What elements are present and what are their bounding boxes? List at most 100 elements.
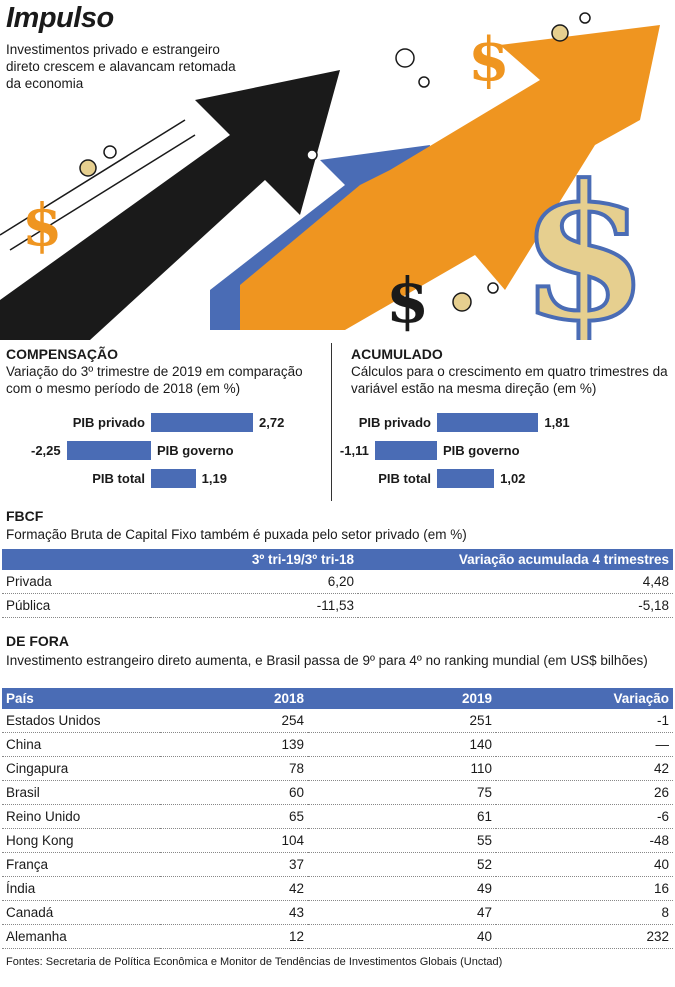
compensacao-subtitle: Variação do 3º trimestre de 2019 em comp… [6, 364, 303, 396]
table-cell: 42 [160, 876, 308, 901]
table-row: Índia 42 49 16 [2, 876, 673, 901]
table-cell: 12 [160, 924, 308, 949]
table-cell: 40 [496, 852, 673, 877]
fbcf-table: 3º tri-19/3º tri-18 Variação acumulada 4… [2, 549, 673, 618]
bar-value-label: -1,11 [339, 443, 369, 458]
dollar-icon: $ [22, 191, 62, 259]
column-header: 3º tri-19/3º tri-18 [150, 549, 358, 570]
table-row: Reino Unido 65 61 -6 [2, 804, 673, 829]
bar-0 [437, 413, 539, 432]
table-cell: 61 [308, 804, 496, 829]
bar-category-label: PIB total [92, 471, 145, 486]
table-cell: China [2, 732, 160, 757]
bar-category-label: PIB governo [443, 443, 520, 458]
coin-icon [551, 24, 569, 42]
table-cell: 37 [160, 852, 308, 877]
table-cell: Privada [2, 570, 150, 594]
table-cell: 60 [160, 780, 308, 805]
coin-icon [306, 149, 318, 161]
table-cell: 4,48 [358, 570, 673, 594]
compensacao-chart: PIB privado 2,72 PIB governo -2,25 PIB total… [0, 405, 330, 500]
table-row: Estados Unidos 254 251 -1 [2, 709, 673, 733]
dollar-icon: $ [386, 264, 429, 337]
table-row: Privada 6,20 4,48 [2, 570, 673, 594]
table-cell: Índia [2, 876, 160, 901]
defora-table: País 2018 2019 Variação Estados Unidos 25… [2, 688, 673, 949]
table-cell: 26 [496, 780, 673, 805]
bar-value-label: 1,19 [201, 471, 227, 486]
bar-value-label: 1,81 [544, 415, 570, 430]
bar-category-label: PIB privado [358, 415, 431, 430]
table-cell: 49 [308, 876, 496, 901]
table-cell: -11,53 [150, 593, 358, 618]
column-header: 2019 [308, 688, 496, 709]
table-row: Canadá 43 47 8 [2, 900, 673, 925]
table-cell: Estados Unidos [2, 709, 160, 733]
section-divider [331, 343, 332, 501]
black-arrow-icon [0, 70, 340, 340]
decor-line [9, 134, 196, 251]
hero-illustration: $ $ $ $ [0, 12, 660, 340]
coin-icon [418, 76, 430, 88]
column-header: Variação [496, 688, 673, 709]
defora-title: DE FORA [6, 633, 69, 649]
coin-icon [395, 48, 415, 68]
table-cell: -5,18 [358, 593, 673, 618]
acumulado-subtitle: Cálculos para o crescimento em quatro tr… [351, 364, 668, 396]
table-cell: Alemanha [2, 924, 160, 949]
table-row: China 139 140— [2, 732, 673, 757]
table-header-row: 3º tri-19/3º tri-18 Variação acumulada 4… [2, 549, 673, 570]
table-row: Alemanha 12 40 232 [2, 924, 673, 949]
sources-note: Fontes: Secretaria de Política Econômica… [6, 956, 503, 968]
bar-1 [374, 441, 437, 460]
bar-value-label: 1,02 [500, 471, 526, 486]
dollar-icon: $ [468, 25, 510, 95]
table-cell: -48 [496, 828, 673, 853]
coin-icon [79, 159, 97, 177]
table-row: Brasil 60 75 26 [2, 780, 673, 805]
bar-1 [66, 441, 151, 460]
table-cell: 254 [160, 709, 308, 733]
coin-icon [579, 12, 591, 24]
table-cell: 40 [308, 924, 496, 949]
bar-category-label: PIB privado [72, 415, 145, 430]
table-cell: — [496, 732, 673, 757]
table-row: Pública -11,53 -5,18 [2, 593, 673, 618]
table-cell: -1 [496, 709, 673, 733]
coin-icon [103, 145, 117, 159]
page-subtitle: Investimentos privado e estrangeiro dire… [6, 42, 236, 91]
table-cell: 139 [160, 732, 308, 757]
table-cell: 140 [308, 732, 496, 757]
orange-arrow-icon [240, 25, 660, 330]
fbcf-title: FBCF [6, 508, 44, 524]
table-cell: 52 [308, 852, 496, 877]
defora-subtitle: Investimento estrangeiro direto aumenta,… [6, 653, 648, 668]
table-cell: 110 [308, 756, 496, 781]
table-row: França 37 52 40 [2, 852, 673, 877]
bar-value-label: 2,72 [259, 415, 285, 430]
table-cell: 75 [308, 780, 496, 805]
table-cell: 42 [496, 756, 673, 781]
dollar-icon: $ [520, 144, 649, 340]
table-cell: 6,20 [150, 570, 358, 594]
table-cell: 104 [160, 828, 308, 853]
table-cell: Reino Unido [2, 804, 160, 829]
bar-category-label: PIB total [378, 471, 431, 486]
table-cell: França [2, 852, 160, 877]
table-row: Cingapura 78 110 42 [2, 756, 673, 781]
table-header-row: País 2018 2019 Variação [2, 688, 673, 709]
table-cell: Cingapura [2, 756, 160, 781]
column-header [2, 549, 150, 570]
table-cell: 78 [160, 756, 308, 781]
bar-0 [151, 413, 253, 432]
table-cell: 232 [496, 924, 673, 949]
column-header: 2018 [160, 688, 308, 709]
table-cell: 16 [496, 876, 673, 901]
bar-2 [151, 469, 196, 488]
page-title: Impulso [6, 2, 114, 34]
decor-line [0, 119, 186, 236]
table-cell: 8 [496, 900, 673, 925]
acumulado-title: ACUMULADO [351, 346, 443, 362]
fbcf-subtitle: Formação Bruta de Capital Fixo também é … [6, 527, 467, 542]
bar-value-label: -2,25 [30, 443, 61, 458]
